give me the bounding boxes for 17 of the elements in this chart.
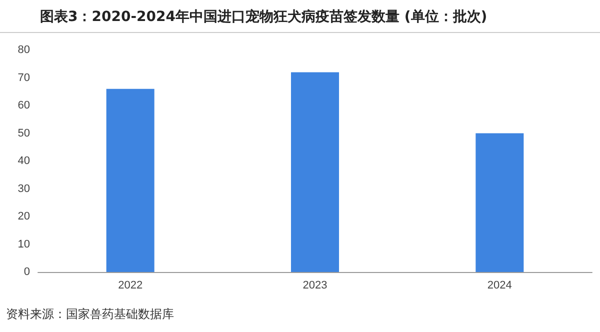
y-tick-label: 30 (18, 182, 30, 195)
x-tick-label: 2024 (487, 280, 512, 292)
y-tick-label: 70 (18, 72, 30, 84)
y-tick-label: 20 (18, 210, 30, 222)
y-tick-label: 50 (18, 127, 30, 140)
x-tick-label: 2023 (302, 280, 328, 292)
x-tick-label: 2022 (118, 280, 143, 292)
bar (290, 72, 340, 272)
bar (106, 88, 154, 272)
y-tick-label: 40 (18, 155, 30, 167)
bar (476, 133, 524, 272)
y-tick-label: 80 (18, 44, 30, 56)
text: 资料来源：国家兽药基础数据库 (6, 306, 174, 323)
y-tick-label: 60 (18, 100, 30, 112)
y-tick-label: 0 (24, 266, 30, 278)
chart-title: 图表3：2020-2024年中国进口宠物狂犬病疫苗签发数量 (单位：批次) (40, 8, 488, 26)
y-tick-label: 10 (18, 238, 30, 250)
